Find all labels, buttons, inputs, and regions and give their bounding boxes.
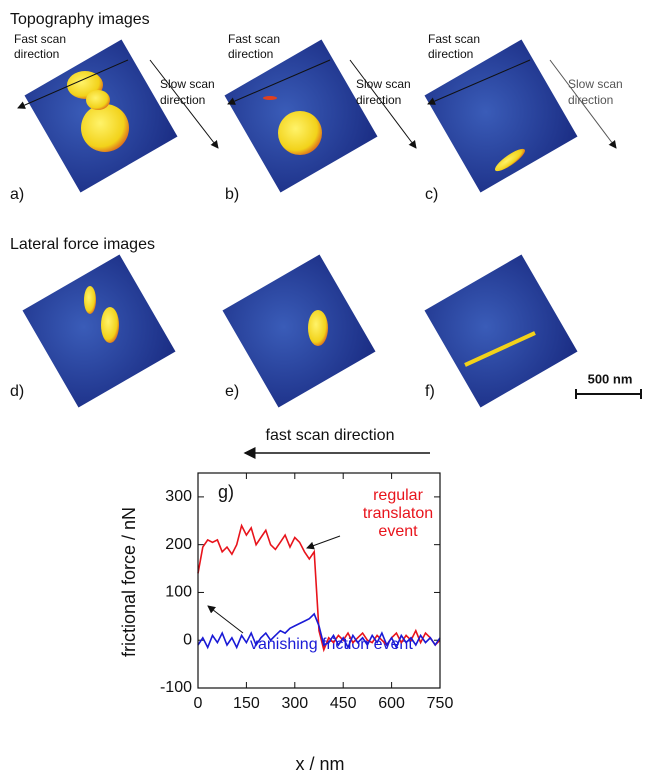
fast-scan-label: direction [428, 47, 473, 61]
slow-scan-label: direction [160, 93, 205, 107]
panel-label: f) [425, 383, 435, 400]
image-c [425, 40, 578, 193]
section-title: Topography images [10, 11, 150, 28]
fast-scan-label: direction [14, 47, 59, 61]
fast-scan-label: direction [228, 47, 273, 61]
annotation: translaton [363, 505, 433, 522]
annotation-arrow [307, 536, 340, 548]
fast-scan-label: Fast scan [228, 32, 280, 46]
series-line [198, 526, 440, 650]
y-tick-label: 200 [165, 536, 192, 553]
fast-scan-label: Fast scan [428, 32, 480, 46]
x-axis-title: x / nm [295, 754, 344, 774]
panel-label: e) [225, 383, 239, 400]
slow-scan-label: direction [568, 93, 613, 107]
figure: Topography images Lateral force images a… [0, 0, 646, 779]
image-d [23, 255, 176, 408]
x-tick-label: 450 [330, 695, 357, 712]
x-tick-label: 0 [194, 695, 203, 712]
y-axis-title: frictional force / nN [119, 507, 139, 657]
section-title: Lateral force images [10, 236, 155, 253]
x-tick-label: 300 [281, 695, 308, 712]
image-e [223, 255, 376, 408]
fast-scan-label: Fast scan [14, 32, 66, 46]
slow-scan-label: direction [356, 93, 401, 107]
image-a [25, 40, 178, 193]
x-tick-label: 600 [378, 695, 405, 712]
y-tick-label: 300 [165, 488, 192, 505]
scale-bar-label: 500 nm [588, 371, 633, 386]
panel-label: d) [10, 383, 24, 400]
x-tick-label: 150 [233, 695, 260, 712]
image-b [225, 40, 378, 193]
panel-label: a) [10, 186, 24, 203]
image-f [425, 255, 578, 408]
panel-label: g) [218, 482, 234, 502]
annotation-arrow [208, 606, 243, 633]
y-tick-label: -100 [160, 679, 192, 696]
y-tick-label: 0 [183, 631, 192, 648]
slow-scan-label: Slow scan [568, 77, 623, 91]
annotation: event [378, 523, 418, 540]
scale-bar [575, 389, 642, 399]
panel-label: b) [225, 186, 239, 203]
panel-label: c) [425, 186, 438, 203]
y-tick-label: 100 [165, 584, 192, 601]
annotation: regular [373, 487, 423, 504]
x-tick-label: 750 [427, 695, 454, 712]
scan-direction-label: fast scan direction [266, 427, 395, 444]
